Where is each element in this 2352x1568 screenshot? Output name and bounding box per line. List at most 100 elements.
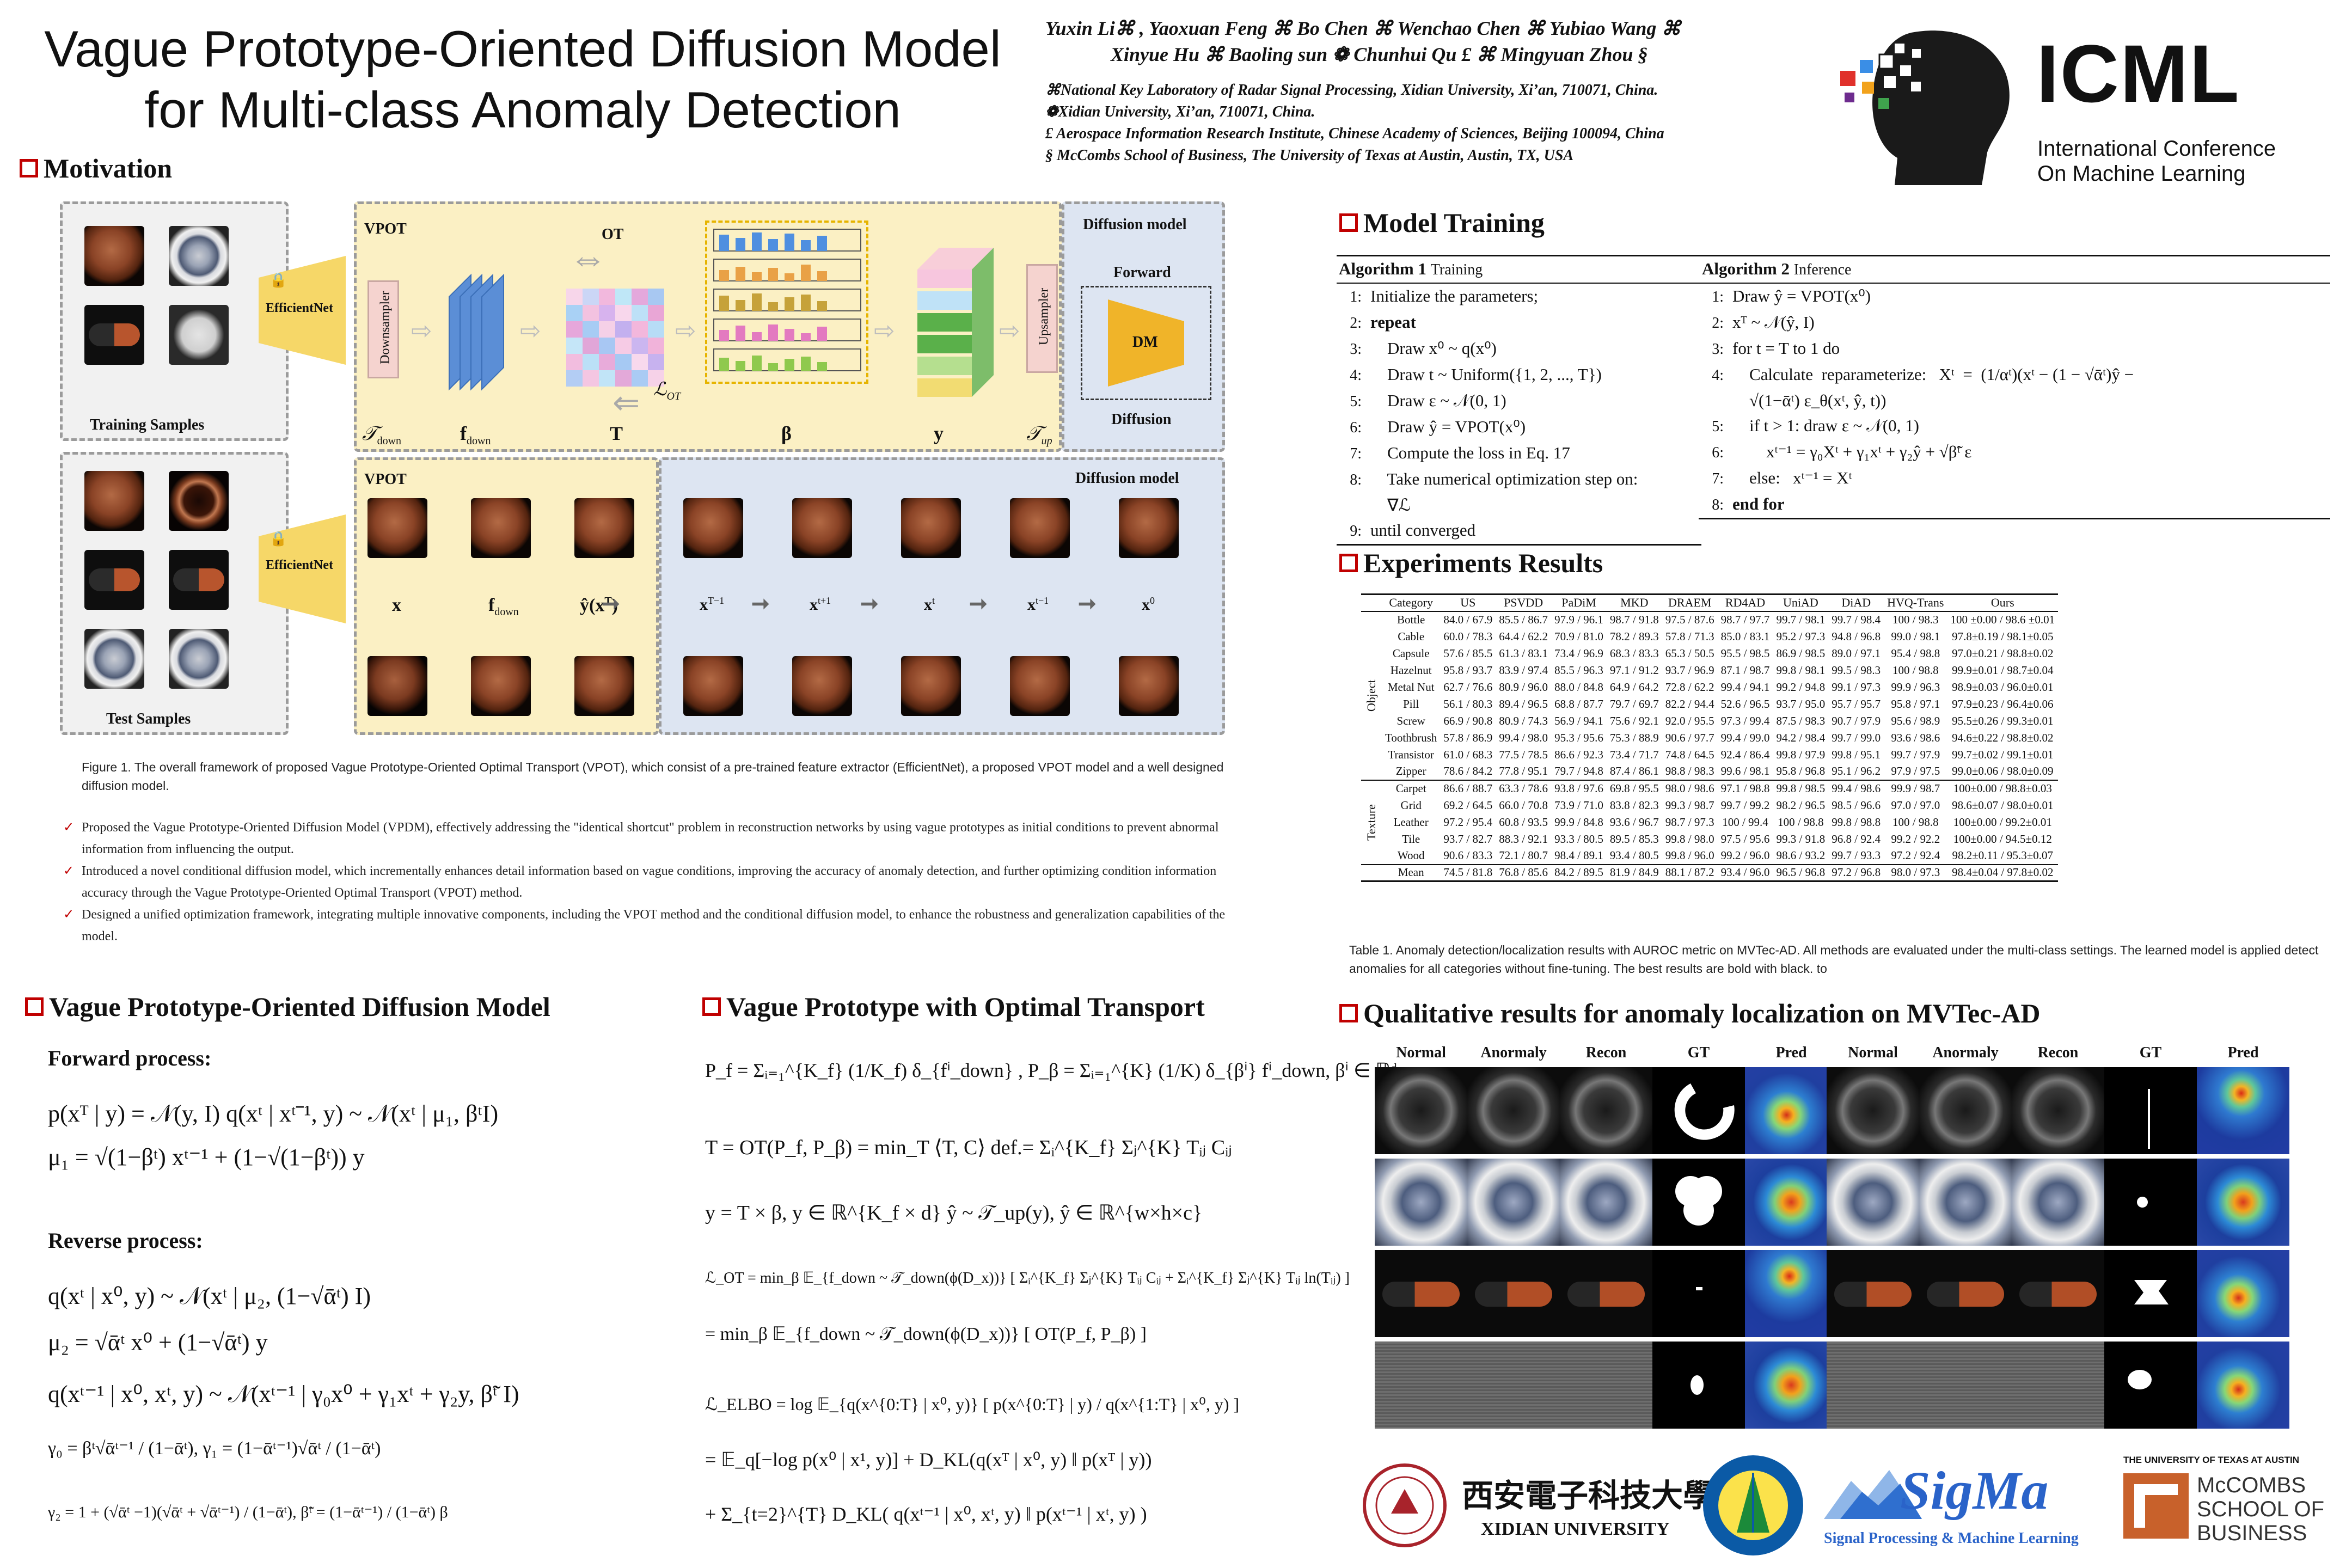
table-row: Texture Carpet 86.6 / 88.7 63.3 / 78.6 93.8 …	[1361, 780, 2058, 865]
lock-icon-bottom: 🔒	[270, 531, 287, 547]
heading-box-icon	[1339, 213, 1358, 232]
table-cell: 100±0.00 / 98.8±0.03	[1953, 782, 2052, 795]
heading-box-icon	[25, 997, 44, 1016]
vpot-eq3: y = T × β, y ∈ ℝ^{K_f × d} ŷ ~ 𝒯_up(y), …	[705, 1202, 1203, 1224]
table-column-header: RD4AD	[1717, 593, 1773, 612]
table-cell: 95.8 / 97.1	[1891, 697, 1940, 710]
q-img-normal	[1827, 1159, 1919, 1246]
q-img-recon	[1560, 1067, 1652, 1154]
table-cell: 99.8 / 98.8	[1832, 815, 1881, 829]
algo1-line: 5: Draw ε ~ 𝒩(0, 1)	[1350, 391, 1506, 410]
q-img-gt	[1652, 1250, 1745, 1337]
q-header-recon-left: Recon	[1585, 1044, 1627, 1061]
affiliation-3: £ Aerospace Information Research Institu…	[1045, 125, 1664, 142]
table-cell: 99.2 / 92.2	[1891, 832, 1940, 846]
training-heading-text: Model Training	[1363, 207, 1545, 238]
q-img-anomaly	[1467, 1250, 1560, 1337]
seq-anom-xtm1	[1010, 656, 1070, 716]
beta-label: β	[781, 422, 792, 444]
q-img-recon	[1560, 1342, 1652, 1429]
q-header-anomaly-left: Anormaly	[1480, 1044, 1547, 1061]
table-cell: 98.8 / 98.3	[1662, 763, 1718, 781]
seq-normal-xtm1	[1010, 498, 1070, 558]
vpot-eq2: T = OT(P_f, P_β) = min_T ⟨T, C⟩ def.= Σᵢ…	[705, 1136, 1232, 1159]
table-cell: 77.8 / 95.1	[1496, 763, 1552, 781]
table-category-cell: Bottle	[1397, 613, 1425, 626]
table-cell: 99.2 / 94.8	[1776, 680, 1826, 694]
upsampler-label: Upsampler	[1037, 287, 1051, 346]
table-category-cell: Zipper	[1382, 763, 1441, 781]
seq-anom-x0	[1119, 656, 1179, 716]
q-img-recon	[2012, 1342, 2104, 1429]
q-img-normal	[1827, 1067, 1919, 1154]
table-cell: 87.4 / 86.1	[1606, 763, 1662, 781]
icml-wordmark: ICML	[2036, 28, 2240, 119]
table-cell: 89.4 / 96.5	[1499, 697, 1548, 710]
table-cell: 88.1 / 87.2	[1662, 864, 1718, 882]
table-cell: 98.0 / 98.6	[1665, 782, 1714, 795]
table-cell: 61.3 / 83.1	[1499, 646, 1548, 660]
training-sample-pill	[169, 305, 229, 365]
table-row: Capsule 57.6 / 85.5 61.3 / 83.1 73.4 / 96.9…	[1361, 645, 2058, 662]
table-cell: 72.1 / 80.7	[1496, 847, 1552, 865]
table-category-cell: Leather	[1393, 815, 1429, 829]
table-cell: 84.2 / 89.5	[1551, 864, 1607, 882]
algo2-line: √(1−ᾱᵗ) ε_θ(xᵗ, ŷ, t))	[1732, 391, 1886, 410]
table-cell: 95.8 / 96.8	[1773, 763, 1829, 781]
icml-sub2: On Machine Learning	[2037, 162, 2246, 186]
table-cell: 73.4 / 71.7	[1609, 748, 1659, 761]
table-cell: 95.5 / 98.5	[1720, 646, 1770, 660]
poster-title-line1: Vague Prototype-Oriented Diffusion Model	[44, 20, 1001, 77]
vpot-label-top: VPOT	[364, 220, 407, 237]
table-cell: 94.6±0.22 / 98.8±0.02	[1952, 731, 2054, 744]
vpdm-eq6: γ₀ = βᵗ√ᾱᵗ⁻¹ / (1−ᾱᵗ), γ₁ = (1−ᾱᵗ⁻¹)√ᾱᵗ …	[48, 1438, 381, 1459]
table-group-label	[1361, 864, 1382, 882]
dm-label: DM	[1132, 334, 1158, 351]
table-row: Hazelnut 95.8 / 93.7 83.9 / 97.4 85.5 / 96.…	[1361, 662, 2058, 679]
motivation-heading: Motivation	[20, 152, 172, 184]
seq-normal-yhat	[574, 498, 634, 558]
seq-x-label: x	[392, 595, 401, 615]
algo2-line: 3: for t = T to 1 do	[1712, 339, 1840, 358]
l-ot-label: ℒOT	[653, 379, 681, 402]
table-cell: 79.7 / 94.8	[1551, 763, 1607, 781]
table-cell: 77.5 / 78.5	[1499, 748, 1548, 761]
training-sample-hazelnut	[84, 226, 144, 286]
seq-anom-xt1	[792, 656, 852, 716]
seq-arrow-icon: ➞	[969, 591, 988, 616]
results-table-wrap: Category US PSVDD PaDiM MKD DRAEM RD4AD UniAD Di…	[1361, 593, 2059, 882]
vpot-eq4: ℒ_OT = min_β 𝔼_{f_down ~ 𝒯_down(ϕ(D_x))}…	[705, 1270, 1350, 1287]
seq-normal-xt	[901, 498, 961, 558]
table-cell: 97.8±0.19 / 98.1±0.05	[1952, 629, 2054, 643]
table-cell: 98.2 / 96.5	[1776, 798, 1826, 812]
table-category-cell: Metal Nut	[1387, 680, 1435, 694]
bullet-item: ✓ Designed a unified optimization framewo…	[60, 904, 1230, 947]
table-row: Grid 69.2 / 64.5 66.0 / 70.8 73.9 / 71.0 83.…	[1361, 797, 2058, 814]
seq-arrow-icon: ➞	[1078, 591, 1097, 616]
table-cell: 88.0 / 84.8	[1554, 680, 1603, 694]
seq-xtm1-label: xt−1	[1027, 595, 1049, 614]
table-cell: 97.0 / 97.0	[1891, 798, 1940, 812]
table-cell: 95.7 / 95.7	[1832, 697, 1881, 710]
algo2-line: 2: xᵀ ~ 𝒩(ŷ, I)	[1712, 313, 1815, 332]
downsampler-label: Downsampler	[378, 291, 393, 364]
algo2-body: 1: Draw ŷ = VPOT(x⁰) 2: xᵀ ~ 𝒩(ŷ, I) 3: for t…	[1699, 284, 2330, 518]
forward-process-label: Forward process:	[48, 1046, 212, 1070]
q-img-recon	[2012, 1250, 2104, 1337]
vpot-eq5: = min_β 𝔼_{f_down ~ 𝒯_down(ϕ(D_x))} [ OT…	[705, 1324, 1147, 1344]
table-cell: 87.5 / 98.3	[1776, 714, 1826, 727]
efficientnet-label-top: EfficientNet	[266, 301, 333, 315]
table-column-header: DRAEM	[1662, 593, 1718, 612]
table-cell: 93.4 / 96.0	[1717, 864, 1773, 882]
table-cell: 75.6 / 92.1	[1609, 714, 1659, 727]
table-row: Tile 93.7 / 82.7 88.3 / 92.1 93.3 / 80.5 89.…	[1361, 831, 2058, 848]
test-sample-capsule-defect	[169, 550, 229, 610]
table-cell: 64.9 / 64.2	[1609, 680, 1659, 694]
radar-lab-seal-icon	[1703, 1455, 1803, 1555]
test-sample-hazelnut	[84, 471, 144, 531]
table-cell: 79.7 / 69.7	[1609, 697, 1659, 710]
table-cell: 99.8 / 98.0	[1665, 832, 1714, 846]
table-cell: 90.6 / 97.7	[1665, 731, 1714, 744]
table-cell: 94.2 / 98.4	[1776, 731, 1826, 744]
q-img-anomaly	[1919, 1342, 2012, 1429]
